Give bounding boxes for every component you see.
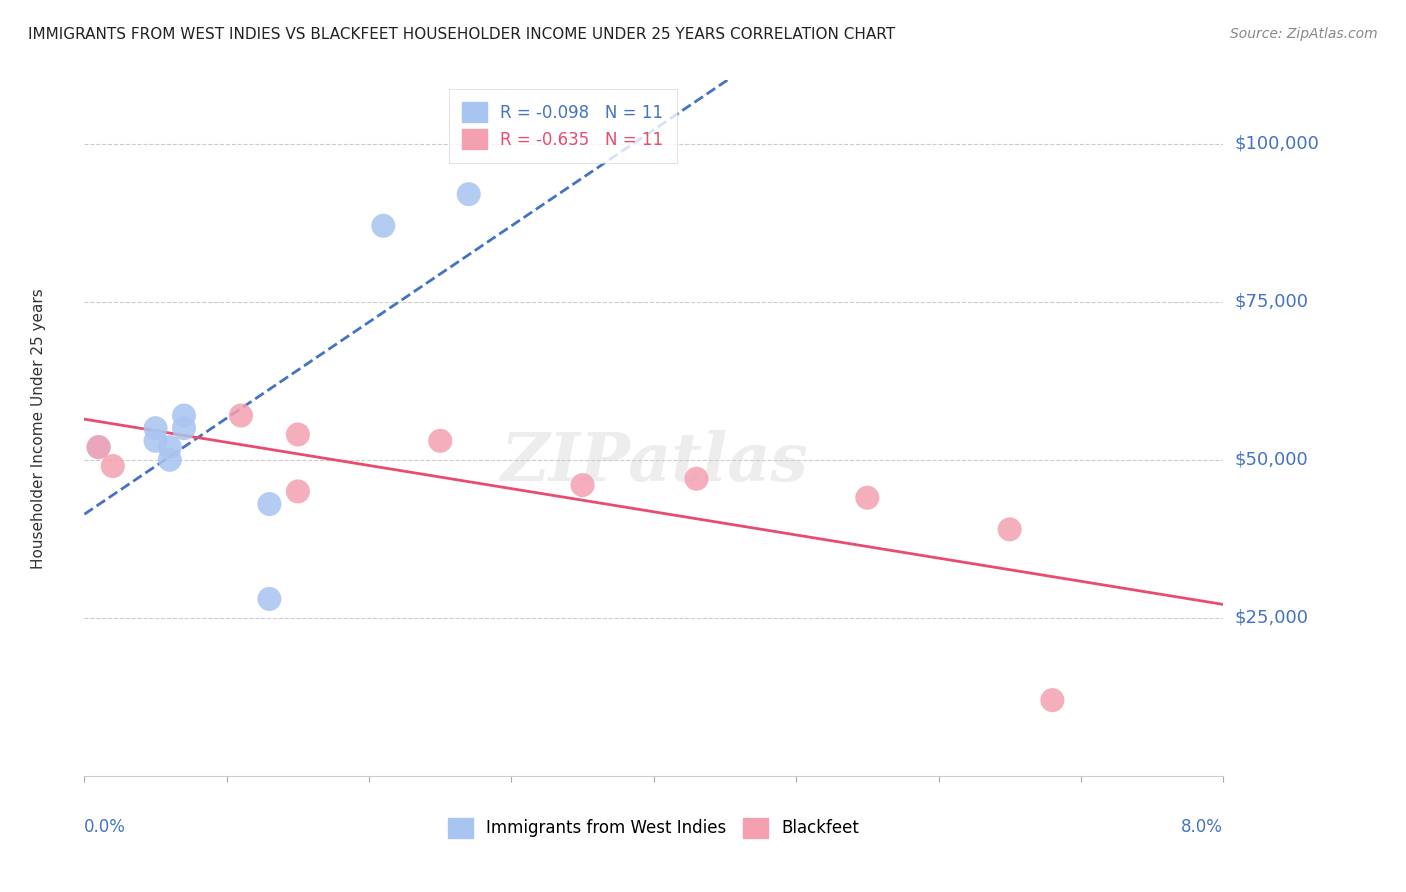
Point (373, 219, 395, 233)
Point (685, 472, 707, 486)
Text: ZIPatlas: ZIPatlas (501, 431, 807, 495)
Point (159, 440, 181, 454)
Point (856, 491, 879, 505)
Point (159, 452, 181, 467)
Point (259, 591, 281, 606)
Legend: Immigrants from West Indies, Blackfeet: Immigrants from West Indies, Blackfeet (434, 805, 873, 851)
Text: $75,000: $75,000 (1234, 293, 1309, 310)
Point (173, 421, 195, 435)
Point (229, 409, 252, 423)
Point (145, 421, 167, 435)
Point (571, 478, 593, 492)
Point (145, 434, 167, 448)
Point (87, 440, 110, 454)
Text: Householder Income Under 25 years: Householder Income Under 25 years (31, 288, 46, 568)
Point (457, 187, 479, 202)
Text: 8.0%: 8.0% (1181, 818, 1223, 836)
Point (287, 427, 309, 442)
Text: $50,000: $50,000 (1234, 450, 1308, 469)
Text: $25,000: $25,000 (1234, 609, 1309, 627)
Point (87, 440, 110, 454)
Point (429, 434, 451, 448)
Point (1042, 693, 1064, 707)
Point (998, 522, 1021, 536)
Text: IMMIGRANTS FROM WEST INDIES VS BLACKFEET HOUSEHOLDER INCOME UNDER 25 YEARS CORRE: IMMIGRANTS FROM WEST INDIES VS BLACKFEET… (28, 27, 896, 42)
Point (101, 459, 124, 474)
Text: $100,000: $100,000 (1234, 135, 1319, 153)
Point (287, 484, 309, 499)
Point (259, 497, 281, 511)
Text: 0.0%: 0.0% (84, 818, 127, 836)
Text: Source: ZipAtlas.com: Source: ZipAtlas.com (1230, 27, 1378, 41)
Point (173, 409, 195, 423)
